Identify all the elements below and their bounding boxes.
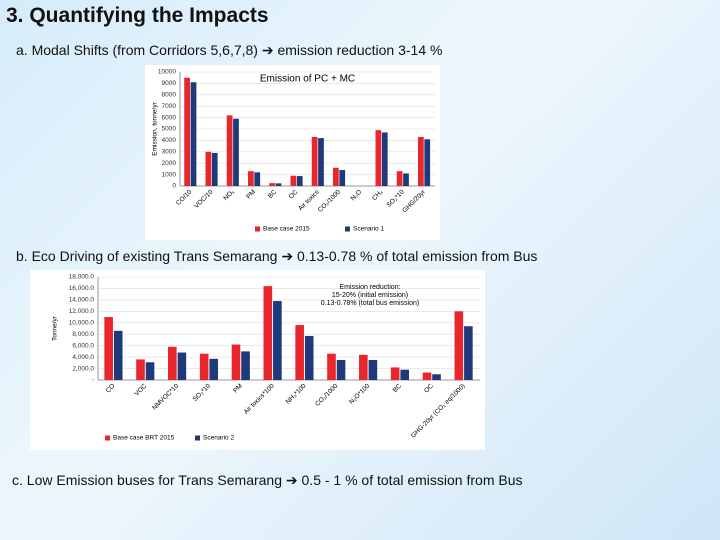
bar xyxy=(199,353,209,380)
legend-swatch xyxy=(345,226,350,232)
bar xyxy=(211,152,218,186)
legend-swatch xyxy=(105,435,110,441)
y-tick-label: 10,000.0 xyxy=(69,319,95,326)
bar xyxy=(422,372,432,380)
bar xyxy=(184,77,190,186)
bar xyxy=(226,115,233,186)
y-tick-label: 10000 xyxy=(158,69,176,76)
bar xyxy=(368,359,378,380)
slide-title: 3. Quantifying the Impacts xyxy=(6,4,269,27)
bar xyxy=(233,118,239,186)
item-b: b. Eco Driving of existing Trans Semaran… xyxy=(16,248,538,264)
x-tick-label: PM xyxy=(245,189,257,201)
y-tick-label: 2000 xyxy=(162,160,177,167)
bar xyxy=(275,183,282,186)
y-tick-label: 4,000.0 xyxy=(72,354,94,361)
y-tick-label: 3000 xyxy=(162,149,177,156)
y-tick-label: 5000 xyxy=(162,126,177,133)
bar xyxy=(403,173,409,186)
bar xyxy=(205,151,212,186)
y-tick-label: 14,000.0 xyxy=(69,297,95,304)
y-tick-label: 6,000.0 xyxy=(72,342,94,349)
y-tick-label: 4000 xyxy=(162,137,177,144)
y-axis-label: Emission, tonne/yr xyxy=(152,101,159,155)
y-tick-label: 12,000.0 xyxy=(69,308,95,315)
legend-label: Scenario 1 xyxy=(353,226,384,233)
annotation: 0.13-0.78% (total bus emission) xyxy=(321,300,419,307)
y-tick-label: 0 xyxy=(172,183,176,190)
legend-label: Base case BRT 2015 xyxy=(113,435,175,442)
bar xyxy=(396,171,403,186)
annotation: Emission reduction: xyxy=(339,284,400,291)
bar xyxy=(113,330,123,380)
bar xyxy=(400,369,410,380)
y-tick-label: 8,000.0 xyxy=(72,331,94,338)
bar xyxy=(418,136,424,186)
x-tick-label: CO xyxy=(105,383,117,395)
y-tick-label: 9000 xyxy=(162,80,177,87)
bar xyxy=(248,171,254,186)
y-axis-label: Tonne/yr xyxy=(52,315,59,341)
legend-label: Scenario 2 xyxy=(203,435,234,442)
y-tick-label: - xyxy=(92,377,94,384)
bar xyxy=(390,367,400,380)
x-tick-label: BC xyxy=(392,382,404,394)
bar xyxy=(177,352,187,380)
bar xyxy=(424,139,431,186)
legend-label: Base case 2015 xyxy=(263,226,310,233)
bar xyxy=(333,167,339,186)
y-tick-label: 16,000.0 xyxy=(69,285,95,292)
annotation: 15-20% (initial emission) xyxy=(332,292,408,299)
y-tick-label: 8000 xyxy=(162,92,177,99)
item-a: a. Modal Shifts (from Corridors 5,6,7,8)… xyxy=(16,42,443,58)
bar xyxy=(209,358,219,380)
chart-title: Emission of PC + MC xyxy=(260,74,355,85)
legend-swatch xyxy=(195,435,200,441)
bar xyxy=(263,286,273,380)
bar xyxy=(231,344,241,380)
bar xyxy=(190,82,197,186)
y-tick-label: 2,000.0 xyxy=(72,365,94,372)
x-tick-label: BC xyxy=(267,188,279,200)
bar xyxy=(295,325,304,380)
bar xyxy=(273,301,282,380)
legend-swatch xyxy=(255,226,260,232)
bar xyxy=(241,351,250,380)
bar xyxy=(432,374,441,380)
y-tick-label: 18,000.0 xyxy=(69,274,95,281)
bar xyxy=(290,175,297,186)
bar xyxy=(145,362,155,380)
y-tick-label: 6000 xyxy=(162,114,177,121)
bar xyxy=(359,354,368,380)
y-tick-label: 7000 xyxy=(162,103,177,110)
bar xyxy=(318,138,324,186)
bar xyxy=(168,346,177,380)
bar xyxy=(327,353,336,380)
bar xyxy=(454,311,464,380)
bar xyxy=(464,326,473,380)
item-c: c. Low Emission buses for Trans Semarang… xyxy=(12,472,523,488)
bar xyxy=(375,130,382,186)
bar xyxy=(136,359,145,380)
y-tick-label: 1000 xyxy=(162,171,177,178)
bar xyxy=(304,335,314,380)
bar xyxy=(269,183,275,186)
bar xyxy=(339,170,346,186)
bar xyxy=(296,176,303,186)
bar xyxy=(104,317,113,380)
bar xyxy=(381,132,388,186)
bar xyxy=(254,172,261,186)
bar xyxy=(336,359,346,380)
x-tick-label: PM xyxy=(232,383,244,395)
bar xyxy=(311,136,318,186)
